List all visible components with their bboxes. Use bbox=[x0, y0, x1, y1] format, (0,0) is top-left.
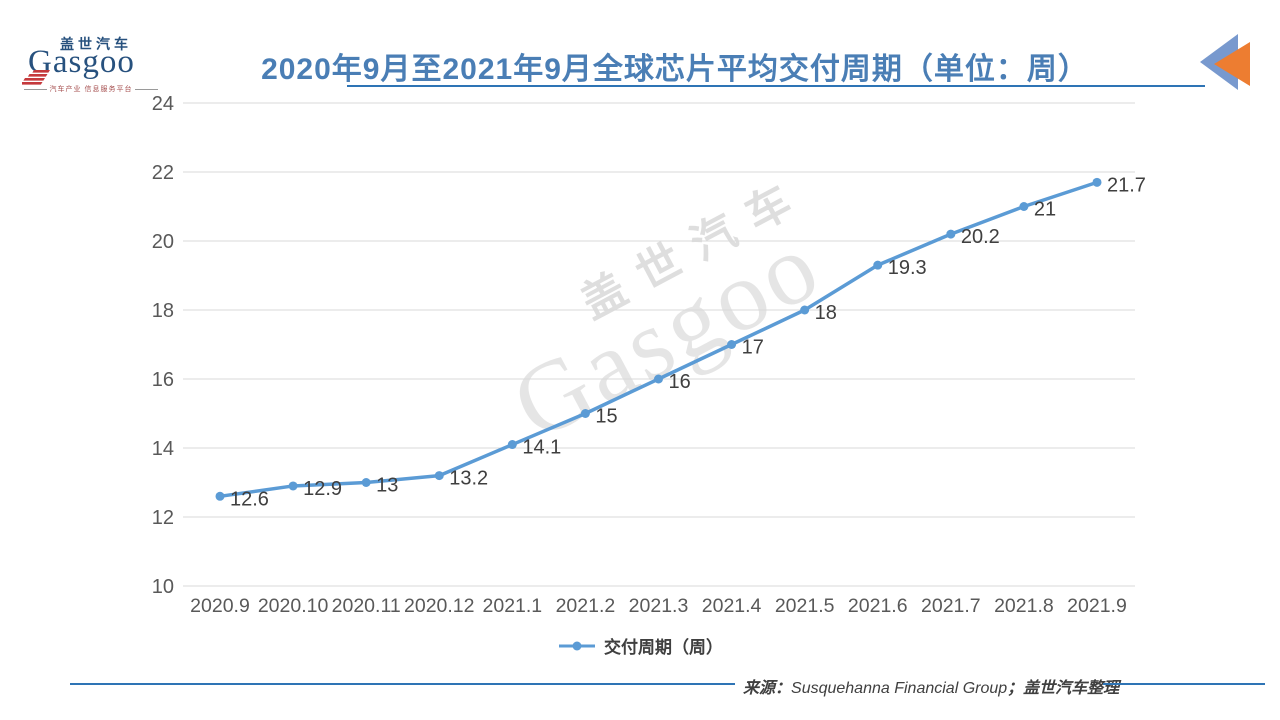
y-tick-label: 24 bbox=[152, 93, 174, 115]
logo-tagline: 汽车产业 信息服务平台 bbox=[24, 84, 159, 94]
data-point-label: 19.3 bbox=[888, 257, 927, 279]
data-point-label: 13.2 bbox=[449, 468, 488, 490]
title-underline bbox=[347, 85, 1205, 87]
x-tick-label: 2021.6 bbox=[848, 595, 908, 617]
source-note: 来源：Susquehanna Financial Group；盖世汽车整理 bbox=[743, 674, 1119, 698]
data-point bbox=[361, 478, 371, 487]
data-point-label: 12.9 bbox=[303, 478, 342, 500]
legend-marker-icon bbox=[559, 641, 595, 650]
x-tick-label: 2021.8 bbox=[994, 595, 1054, 617]
x-tick-label: 2021.4 bbox=[702, 595, 762, 617]
legend-label: 交付周期（周） bbox=[604, 638, 723, 657]
logo-cn-text: 盖世汽车 bbox=[60, 36, 132, 52]
data-point bbox=[580, 409, 590, 418]
y-tick-label: 10 bbox=[152, 576, 174, 598]
data-point bbox=[1092, 177, 1102, 187]
chart-legend: 交付周期（周） bbox=[0, 633, 1280, 658]
data-point-label: 16 bbox=[669, 371, 691, 393]
data-point bbox=[800, 305, 810, 315]
source-suffix: ；盖世汽车整理 bbox=[1007, 680, 1120, 697]
data-point bbox=[946, 229, 956, 239]
data-point-label: 18 bbox=[815, 302, 837, 324]
data-point bbox=[654, 374, 663, 384]
data-point-label: 12.6 bbox=[230, 488, 269, 510]
source-name: Susquehanna Financial Group bbox=[791, 680, 1008, 697]
orange-left-triangle bbox=[1214, 42, 1250, 86]
x-tick-label: 2021.9 bbox=[1067, 595, 1127, 617]
data-point-label: 20.2 bbox=[961, 226, 1000, 248]
x-tick-label: 2020.9 bbox=[190, 595, 250, 617]
data-point bbox=[1019, 202, 1029, 211]
data-point bbox=[434, 471, 444, 481]
x-tick-label: 2021.1 bbox=[483, 595, 543, 617]
y-tick-label: 20 bbox=[152, 231, 174, 253]
y-tick-label: 18 bbox=[152, 300, 174, 322]
x-tick-label: 2020.10 bbox=[258, 595, 329, 617]
y-tick-label: 16 bbox=[152, 369, 174, 391]
data-point bbox=[215, 491, 225, 501]
gasgoo-logo: 盖世汽车 Gasgoo 汽车产业 信息服务平台 bbox=[22, 34, 159, 96]
x-tick-label: 2020.11 bbox=[332, 595, 401, 617]
data-point bbox=[288, 481, 298, 491]
data-point bbox=[507, 440, 517, 450]
footer-rule-left bbox=[70, 683, 735, 685]
tagline-dash-left bbox=[24, 88, 47, 90]
logo-en-text: Gasgoo bbox=[28, 44, 135, 80]
data-point-label: 15 bbox=[595, 406, 617, 428]
corner-triangles-icon bbox=[1200, 34, 1250, 90]
y-tick-label: 14 bbox=[152, 438, 174, 460]
chart-title: 2020年9月至2021年9月全球芯片平均交付周期（单位：周） bbox=[261, 53, 1089, 86]
data-point bbox=[873, 260, 883, 270]
logo-tagline-text: 汽车产业 信息服务平台 bbox=[49, 86, 133, 93]
x-tick-label: 2021.5 bbox=[775, 595, 835, 617]
data-point-label: 13 bbox=[376, 475, 398, 497]
y-tick-label: 12 bbox=[152, 507, 174, 529]
data-point-label: 21 bbox=[1034, 199, 1056, 221]
source-prefix: 来源： bbox=[743, 680, 792, 697]
data-point bbox=[727, 340, 737, 349]
x-tick-label: 2020.12 bbox=[404, 595, 475, 617]
data-point-label: 17 bbox=[742, 337, 764, 359]
footer-rule-right bbox=[1103, 683, 1265, 685]
x-tick-label: 2021.2 bbox=[556, 595, 616, 617]
data-point-label: 14.1 bbox=[522, 437, 561, 459]
x-tick-label: 2021.7 bbox=[921, 595, 981, 617]
tagline-dash-right bbox=[135, 88, 159, 90]
data-point-label: 21.7 bbox=[1107, 174, 1146, 196]
logo-red-stripes-icon bbox=[22, 70, 50, 85]
x-tick-label: 2021.3 bbox=[629, 595, 689, 617]
y-tick-label: 22 bbox=[152, 162, 174, 184]
